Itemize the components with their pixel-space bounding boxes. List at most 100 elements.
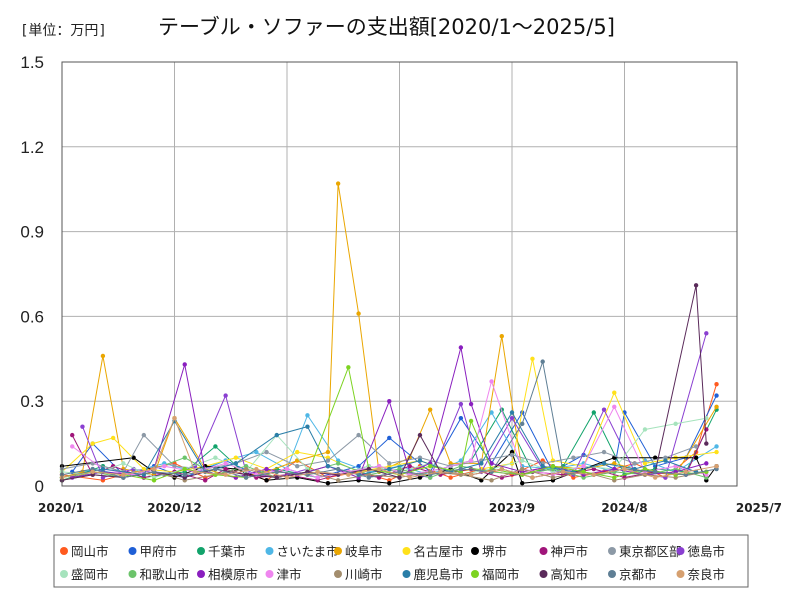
- series-line: [71, 379, 707, 479]
- legend-label: 津市: [277, 567, 302, 582]
- data-point: [612, 466, 617, 472]
- data-point: [448, 475, 453, 480]
- data-point: [601, 449, 607, 455]
- data-point: [192, 469, 198, 475]
- data-point: [427, 407, 433, 412]
- data-point: [693, 444, 699, 449]
- data-point: [458, 466, 464, 472]
- data-point: [714, 449, 719, 455]
- legend-marker: [608, 547, 616, 555]
- data-point: [509, 452, 515, 458]
- data-point: [693, 455, 699, 460]
- data-point: [591, 410, 597, 415]
- data-point: [264, 478, 269, 483]
- legend-marker: [402, 570, 411, 578]
- legend-label: 東京都区部: [619, 544, 682, 559]
- data-point: [274, 432, 279, 438]
- data-point: [714, 404, 719, 410]
- legend-marker: [402, 547, 411, 555]
- data-point: [90, 469, 95, 475]
- data-point: [550, 475, 556, 480]
- legend-item: 川崎市: [334, 567, 383, 582]
- data-point: [387, 480, 392, 486]
- data-point: [468, 418, 474, 424]
- y-tick-label: 1.5: [20, 53, 44, 72]
- series-15: [59, 410, 699, 480]
- data-point: [376, 475, 382, 480]
- legend-marker: [539, 547, 548, 555]
- data-point: [346, 365, 351, 370]
- data-point: [417, 475, 423, 480]
- data-point: [335, 181, 341, 186]
- data-point: [622, 466, 627, 472]
- data-point: [397, 475, 402, 480]
- data-point: [80, 424, 85, 429]
- data-point: [468, 458, 474, 463]
- data-point: [325, 480, 331, 486]
- legend-marker: [608, 570, 616, 578]
- data-point: [479, 478, 484, 483]
- data-point: [458, 345, 464, 350]
- data-point: [693, 283, 699, 288]
- chart-title: テーブル・ソファーの支出額[2020/1～2025/5]: [158, 15, 615, 39]
- data-point: [427, 464, 433, 469]
- data-point: [121, 461, 126, 466]
- legend-label: 岡山市: [71, 544, 109, 559]
- data-point: [530, 475, 535, 480]
- data-point: [233, 455, 239, 460]
- data-point: [520, 480, 525, 486]
- data-point: [325, 458, 331, 463]
- data-point: [714, 464, 719, 469]
- legend-item: 岐阜市: [334, 544, 383, 559]
- legend-marker: [197, 570, 205, 578]
- data-point: [182, 466, 187, 472]
- data-point: [264, 449, 269, 455]
- data-point: [642, 466, 648, 472]
- data-point: [387, 466, 392, 472]
- legend-label: 岐阜市: [345, 544, 383, 559]
- data-point: [223, 466, 228, 472]
- data-point: [182, 455, 187, 460]
- data-point: [714, 382, 719, 387]
- data-point: [335, 478, 341, 483]
- y-tick-label: 0.3: [20, 392, 44, 411]
- legend-marker: [471, 547, 479, 555]
- data-point: [223, 461, 228, 466]
- legend-label: 盛岡市: [71, 567, 109, 582]
- legend-marker: [265, 547, 274, 555]
- data-point: [387, 399, 392, 404]
- data-point: [223, 472, 228, 477]
- legend-item: 千葉市: [197, 544, 246, 559]
- x-tick-label: 2020/12: [147, 501, 201, 515]
- data-point: [243, 466, 249, 472]
- data-point: [243, 475, 249, 480]
- x-tick-label: 2021/11: [260, 501, 314, 515]
- legend-label: 和歌山市: [140, 567, 190, 582]
- data-point: [479, 461, 484, 466]
- data-point: [233, 461, 239, 466]
- data-point: [295, 449, 300, 455]
- data-point: [704, 427, 709, 432]
- legend-item: 甲府市: [128, 544, 177, 559]
- data-point: [704, 331, 709, 336]
- legend-item: 和歌山市: [128, 567, 190, 582]
- data-point: [100, 466, 106, 472]
- data-point: [223, 393, 228, 398]
- legend-label: 高知市: [551, 567, 589, 582]
- legend-item: 徳島市: [676, 544, 725, 559]
- data-point: [714, 393, 719, 398]
- legend-item: 名古屋市: [402, 544, 464, 559]
- legend-marker: [197, 547, 205, 555]
- data-point: [121, 472, 126, 477]
- data-point: [356, 432, 361, 438]
- y-tick-label: 0.9: [20, 223, 44, 242]
- legend-item: 東京都区部: [608, 544, 682, 559]
- data-point: [663, 458, 668, 463]
- data-point: [458, 401, 464, 407]
- data-point: [612, 461, 617, 466]
- x-tick-label: 2020/1: [38, 501, 84, 515]
- legend-label: 鹿児島市: [414, 567, 464, 582]
- data-point: [100, 353, 106, 359]
